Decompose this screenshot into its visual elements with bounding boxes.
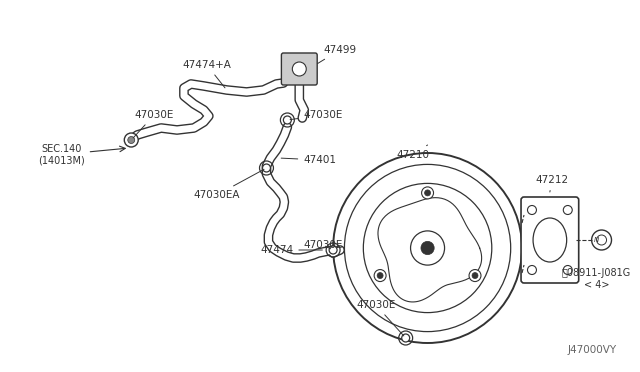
- Circle shape: [421, 241, 434, 255]
- Circle shape: [424, 190, 431, 196]
- Text: 47401: 47401: [281, 155, 336, 165]
- Circle shape: [284, 116, 291, 124]
- Text: 47474+A: 47474+A: [182, 60, 231, 88]
- Circle shape: [377, 273, 383, 279]
- Circle shape: [469, 270, 481, 282]
- Text: J47000VY: J47000VY: [568, 345, 616, 355]
- Text: 47030E: 47030E: [356, 300, 404, 336]
- Circle shape: [563, 205, 572, 215]
- Text: 47030E: 47030E: [303, 240, 342, 250]
- Circle shape: [374, 270, 386, 282]
- Circle shape: [422, 187, 433, 199]
- Circle shape: [329, 246, 337, 254]
- Text: 47499: 47499: [317, 45, 356, 64]
- Circle shape: [411, 231, 445, 265]
- Text: N: N: [594, 237, 599, 243]
- Circle shape: [128, 137, 135, 144]
- Circle shape: [472, 273, 478, 279]
- Text: 47030EA: 47030EA: [193, 169, 264, 200]
- Text: 47030E: 47030E: [290, 110, 342, 120]
- Circle shape: [591, 230, 611, 250]
- Text: SEC.140
(14013M): SEC.140 (14013M): [38, 144, 85, 166]
- Text: ⓝ08911-J081G
< 4>: ⓝ08911-J081G < 4>: [562, 268, 631, 289]
- FancyBboxPatch shape: [521, 197, 579, 283]
- Circle shape: [124, 133, 138, 147]
- Circle shape: [527, 205, 536, 215]
- Text: 47030E: 47030E: [133, 110, 174, 138]
- Circle shape: [402, 334, 410, 342]
- Circle shape: [563, 266, 572, 275]
- Text: 47212: 47212: [535, 175, 568, 192]
- FancyBboxPatch shape: [282, 53, 317, 85]
- Text: 47474: 47474: [260, 245, 323, 255]
- Text: 47210: 47210: [396, 145, 429, 160]
- Circle shape: [292, 62, 307, 76]
- Circle shape: [262, 164, 271, 172]
- Circle shape: [527, 266, 536, 275]
